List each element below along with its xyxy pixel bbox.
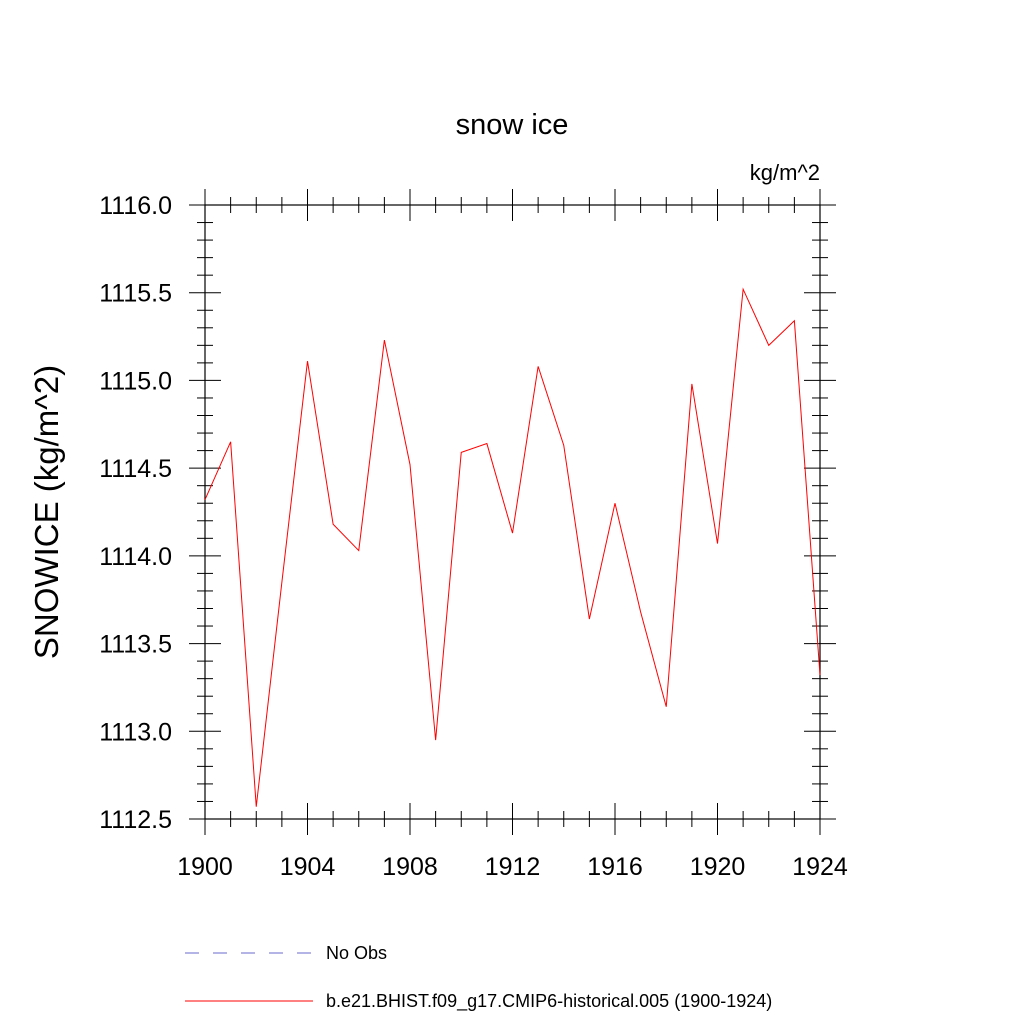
x-tick-label: 1916: [587, 853, 643, 881]
y-axis-label: SNOWICE (kg/m^2): [28, 365, 65, 659]
y-tick-label: 1114.0: [99, 543, 172, 571]
x-tick-label: 1924: [792, 853, 848, 881]
axis-ticks: 1900 1904 1908 1912 1916 1920 1924 1112.5 1113.0…: [99, 189, 848, 881]
legend: No Obs b.e21.BHIST.f09_g17.CMIP6-histori…: [185, 943, 772, 1012]
x-tick-label: 1900: [177, 853, 233, 881]
legend-label-historical: b.e21.BHIST.f09_g17.CMIP6-historical.005…: [326, 991, 772, 1012]
x-tick-label: 1920: [690, 853, 746, 881]
plot-frame: [204, 204, 821, 820]
x-tick-label: 1912: [485, 853, 541, 881]
series-line-historical: [204, 287, 821, 807]
y-tick-label: 1116.0: [99, 192, 172, 220]
y-tick-label: 1113.0: [99, 718, 172, 746]
y-tick-label: 1115.0: [99, 367, 172, 395]
data-series: [204, 287, 821, 807]
y-tick-label: 1114.5: [99, 455, 172, 483]
x-tick-label: 1908: [382, 853, 438, 881]
y-tick-label: 1113.5: [99, 631, 172, 659]
x-tick-label: 1904: [280, 853, 336, 881]
units-label: kg/m^2: [750, 160, 820, 185]
y-tick-label: 1115.5: [99, 280, 172, 308]
chart-title: snow ice: [456, 109, 569, 141]
y-tick-label: 1112.5: [99, 806, 172, 834]
legend-label-no-obs: No Obs: [326, 943, 387, 963]
